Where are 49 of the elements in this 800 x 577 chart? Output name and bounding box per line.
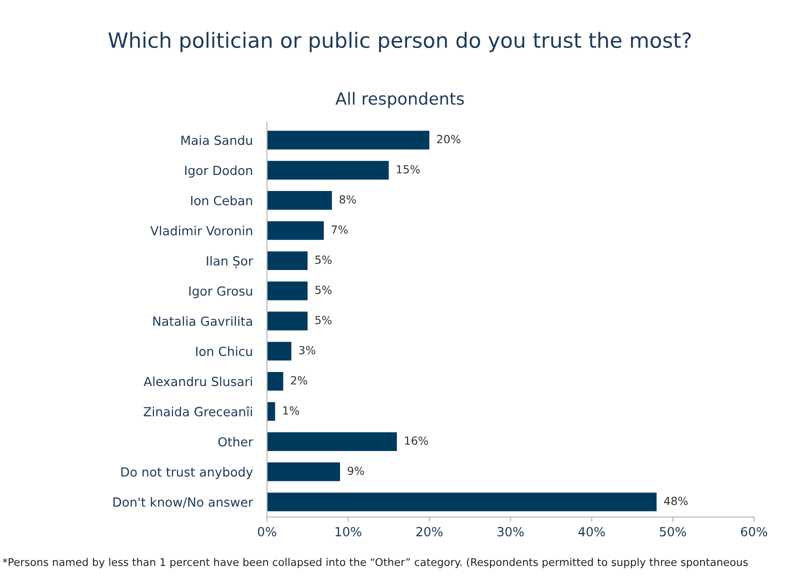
- y-tick-label: Natalia Gavrilita: [153, 316, 252, 326]
- chart-subtitle: All respondents: [335, 92, 464, 108]
- data-label: 9%: [348, 466, 364, 475]
- y-tick-label: Alexandru Slusari: [144, 376, 252, 386]
- data-label: 15%: [396, 165, 420, 174]
- data-label: 20%: [437, 134, 460, 144]
- bar: [267, 130, 430, 150]
- y-tick-label: Igor Dodon: [185, 165, 252, 178]
- bar: [267, 282, 308, 300]
- y-tick-label: Don't know/No answer: [113, 497, 254, 508]
- data-label: 5%: [315, 256, 332, 264]
- x-tick-label: 60%: [740, 526, 768, 536]
- x-tick-label: 20%: [416, 526, 443, 536]
- data-label: 2%: [290, 376, 308, 385]
- bar: [267, 462, 340, 482]
- y-tick-label: Igor Grosu: [189, 286, 252, 298]
- x-tick-label: 40%: [578, 526, 605, 536]
- data-label: 3%: [299, 346, 316, 354]
- text: *Persons named by less than 1 percent have been collapsed into the “Other” category. (Respondents permitted to supply three spontaneous: [2, 558, 748, 568]
- data-label: 5%: [315, 286, 332, 294]
- x-tick-label: 0%: [258, 526, 276, 536]
- bar: [267, 251, 308, 270]
- data-label: 7%: [332, 225, 348, 234]
- chart-title: Which politician or public person do you trust the most?: [108, 32, 691, 52]
- y-tick-label: Vladimir Voronin: [150, 226, 252, 236]
- bar: [267, 372, 284, 391]
- bar: [267, 160, 389, 180]
- y-tick-label: Other: [218, 436, 254, 447]
- x-tick-label: 30%: [498, 526, 524, 536]
- bar: [267, 342, 292, 361]
- bar: [267, 221, 324, 240]
- data-label: 1%: [283, 406, 300, 415]
- y-tick-label: Ion Ceban: [191, 196, 252, 206]
- bar: [267, 492, 657, 512]
- bar: [267, 402, 276, 421]
- y-tick-label: Do not trust anybody: [121, 467, 253, 480]
- y-tick-label: Ilan Șor: [206, 256, 254, 268]
- x-tick-label: 10%: [336, 526, 362, 536]
- data-label: 5%: [315, 316, 332, 324]
- data-label: 48%: [664, 496, 688, 506]
- data-label: 8%: [340, 195, 356, 204]
- y-tick-label: Maia Sandu: [181, 135, 252, 146]
- bar: [267, 432, 397, 451]
- bar: [267, 312, 308, 330]
- y-tick-label: Zinaida Greceanîi: [144, 406, 252, 416]
- bar: [267, 191, 332, 210]
- data-label: 16%: [405, 436, 428, 445]
- x-tick-label: 50%: [660, 526, 686, 536]
- y-tick-label: Ion Chicu: [196, 346, 252, 356]
